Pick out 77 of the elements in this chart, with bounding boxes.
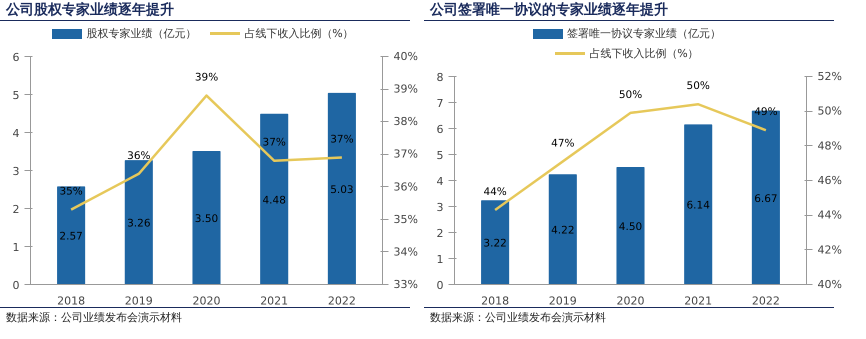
data-label: 50% — [686, 80, 710, 92]
data-label: 5.03 — [330, 184, 354, 196]
y2-tick-label: 33% — [394, 278, 418, 291]
y-tick-label: 4 — [12, 127, 20, 140]
legend-label: 签署唯一协议专家业绩（亿元） — [567, 27, 721, 40]
y-tick-label: 2 — [436, 227, 444, 240]
y2-tick-label: 46% — [818, 174, 842, 187]
y-tick-label: 5 — [12, 89, 20, 102]
y-tick-label: 6 — [12, 51, 20, 64]
x-tick-label: 2020 — [192, 294, 221, 308]
x-tick-label: 2022 — [752, 294, 780, 308]
bar — [124, 160, 153, 284]
y2-tick-label: 40% — [818, 278, 842, 291]
source-note: 数据来源：公司业绩发布会演示材料 — [424, 307, 834, 326]
bar — [684, 124, 712, 284]
bar — [616, 167, 645, 284]
data-label: 6.14 — [686, 200, 710, 212]
y2-tick-label: 52% — [818, 70, 842, 83]
y-tick-label: 1 — [12, 241, 20, 254]
x-tick-label: 2018 — [57, 294, 86, 308]
data-label: 6.67 — [754, 192, 778, 205]
data-label: 35% — [59, 186, 83, 198]
bar — [57, 186, 86, 284]
data-label: 2.57 — [59, 230, 83, 243]
bar — [260, 114, 288, 284]
x-tick-label: 2019 — [124, 294, 153, 308]
legend-label: 股权专家业绩（亿元） — [86, 27, 196, 40]
y-tick-label: 6 — [436, 123, 444, 136]
y-tick-label: 8 — [436, 71, 444, 84]
y-tick-label: 2 — [12, 203, 20, 216]
y-tick-label: 3 — [12, 165, 20, 178]
bar — [548, 174, 577, 284]
bar — [192, 151, 221, 284]
y2-tick-label: 34% — [394, 245, 418, 258]
x-tick-label: 2021 — [260, 294, 288, 308]
x-tick-label: 2022 — [328, 294, 356, 308]
y2-tick-label: 50% — [818, 104, 842, 118]
source-note: 数据来源：公司业绩发布会演示材料 — [0, 307, 410, 326]
data-label: 44% — [483, 186, 507, 198]
y2-tick-label: 44% — [818, 208, 842, 222]
x-tick-label: 2019 — [548, 294, 577, 308]
y2-tick-label: 40% — [394, 50, 418, 63]
y-tick-label: 3 — [436, 201, 444, 214]
data-label: 37% — [262, 136, 286, 149]
y-tick-label: 0 — [436, 279, 444, 292]
y-tick-label: 0 — [12, 279, 20, 292]
y2-tick-label: 38% — [394, 115, 418, 128]
y2-tick-label: 42% — [818, 243, 842, 256]
data-label: 36% — [127, 150, 150, 162]
data-label: 4.48 — [262, 194, 286, 206]
legend-label: 占线下收入比例（%） — [589, 47, 699, 60]
data-label: 3.50 — [194, 213, 218, 225]
y2-tick-label: 37% — [394, 148, 418, 161]
x-tick-label: 2018 — [481, 294, 510, 308]
y-tick-label: 4 — [436, 175, 444, 188]
data-label: 3.26 — [127, 218, 151, 230]
data-label: 4.22 — [551, 224, 575, 237]
chart-title: 公司股权专家业绩逐年提升 — [0, 0, 410, 21]
y2-tick-label: 48% — [818, 139, 842, 152]
y2-tick-label: 36% — [394, 180, 418, 194]
y2-tick-label: 39% — [394, 82, 418, 96]
data-label: 39% — [194, 72, 218, 84]
data-label: 47% — [551, 137, 574, 150]
y-tick-label: 5 — [436, 149, 444, 162]
bar — [328, 92, 356, 284]
x-tick-label: 2020 — [616, 294, 645, 308]
data-label: 50% — [618, 88, 642, 101]
x-tick-label: 2021 — [684, 294, 712, 308]
legend-label: 占线下收入比例（%） — [244, 27, 354, 40]
chart-title: 公司签署唯一协议的专家业绩逐年提升 — [424, 0, 834, 21]
bar — [481, 200, 510, 284]
data-label: 3.22 — [483, 238, 507, 250]
data-label: 4.50 — [618, 221, 642, 233]
y2-tick-label: 35% — [394, 212, 418, 226]
y-tick-label: 7 — [436, 97, 444, 110]
data-label: 37% — [330, 133, 354, 146]
y-tick-label: 1 — [436, 253, 444, 266]
